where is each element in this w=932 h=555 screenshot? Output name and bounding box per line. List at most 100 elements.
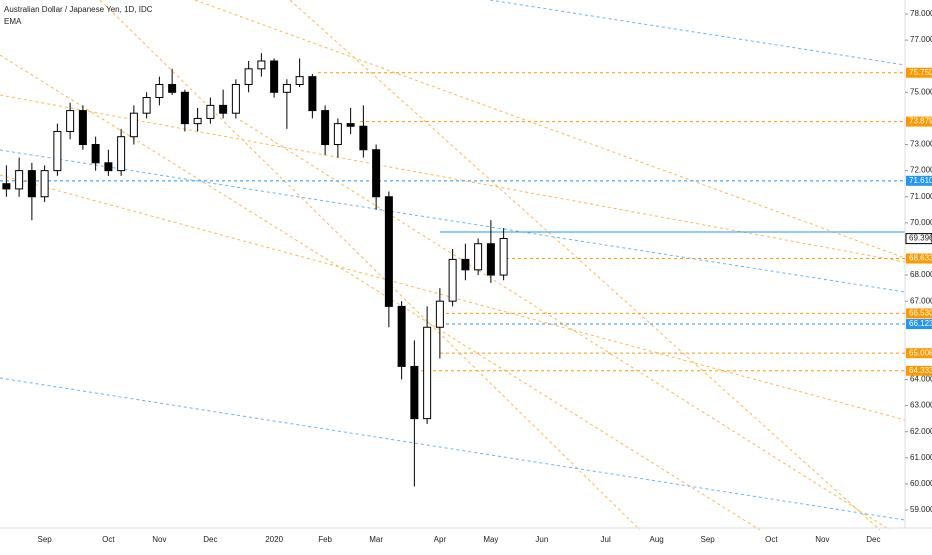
candle-body <box>410 365 419 420</box>
y-tick-label: 59.000 <box>910 505 932 514</box>
x-tick-label: Oct <box>765 535 778 544</box>
y-tick-label: 67.000 <box>910 296 932 305</box>
level-label: 66.123 <box>909 319 932 328</box>
candle-body <box>180 91 189 125</box>
candle-body <box>423 326 432 420</box>
candle-body <box>359 125 368 151</box>
level-label-box <box>906 116 932 127</box>
candle-body <box>270 60 279 93</box>
level-label-box <box>906 67 932 78</box>
y-tick-label: 68.000 <box>910 270 932 279</box>
candle-body <box>117 136 126 172</box>
x-tick-label: Oct <box>102 535 115 544</box>
y-tick-label: 71.000 <box>910 192 932 201</box>
candle-body <box>27 170 36 198</box>
candle-body <box>91 144 100 164</box>
x-tick-label: 2020 <box>265 535 283 544</box>
candle-body <box>308 76 317 112</box>
candle-body <box>15 170 24 190</box>
level-label-box <box>906 319 932 330</box>
candle-body <box>66 110 75 132</box>
candle-body <box>372 149 381 198</box>
level-label-box <box>906 308 932 319</box>
y-tick-label: 72.000 <box>910 166 932 175</box>
candle-body <box>257 60 266 70</box>
candle-body <box>384 196 393 307</box>
trendline <box>0 149 906 293</box>
x-tick-label: Nov <box>815 535 829 544</box>
candle-body <box>219 104 228 114</box>
y-tick-label: 73.000 <box>910 140 932 149</box>
trendline <box>0 54 761 531</box>
y-tick-label: 78.000 <box>910 9 932 18</box>
candle-body <box>474 243 483 271</box>
candle-body <box>295 76 304 85</box>
y-tick-label: 70.000 <box>910 218 932 227</box>
chart-title: Australian Dollar / Japanese Yen, 1D, ID… <box>4 5 153 14</box>
candle-body <box>333 123 342 146</box>
trendlines <box>0 0 906 531</box>
y-tick-label: 61.000 <box>910 453 932 462</box>
candle-body <box>461 258 470 271</box>
level-label: 64.333 <box>909 366 932 375</box>
x-tick-label: Dec <box>203 535 217 544</box>
x-tick-label: Feb <box>318 535 332 544</box>
level-label-box <box>906 348 932 359</box>
candle-body <box>486 243 495 276</box>
candle-body <box>78 110 87 146</box>
candle-body <box>397 305 406 367</box>
y-tick-label: 63.000 <box>910 401 932 410</box>
candle-body <box>142 97 151 114</box>
level-label-box <box>906 365 932 376</box>
trendline <box>289 0 881 531</box>
level-label: 71.610 <box>909 176 932 185</box>
level-label-box <box>906 253 932 264</box>
y-tick-label: 62.000 <box>910 427 932 436</box>
trendline <box>0 377 906 521</box>
level-label: 73.879 <box>909 117 932 126</box>
candle-body <box>129 112 138 138</box>
candle-body <box>244 68 253 85</box>
trendline <box>194 0 906 259</box>
y-tick-label: 75.000 <box>910 87 932 96</box>
candle-body <box>448 258 457 302</box>
level-label: 75.750 <box>909 68 932 77</box>
y-tick-label: 77.000 <box>910 35 932 44</box>
level-label: 68.633 <box>909 254 932 263</box>
candle-body <box>499 238 508 276</box>
candle-body <box>53 130 62 172</box>
candle-body <box>193 117 202 125</box>
y-tick-label: 64.000 <box>910 375 932 384</box>
candles <box>2 53 508 487</box>
candle-body <box>435 300 444 328</box>
level-label: 66.530 <box>909 309 932 318</box>
candle-body <box>282 83 291 93</box>
candle-body <box>155 83 164 99</box>
x-tick-label: Jun <box>535 535 548 544</box>
level-label-box <box>906 175 932 186</box>
trendline <box>489 0 906 66</box>
candle-body <box>231 83 240 114</box>
x-tick-label: Nov <box>152 535 166 544</box>
candle-body <box>206 104 215 119</box>
last-price-box <box>905 233 932 245</box>
x-tick-label: Sep <box>701 535 716 544</box>
indicator-label: EMA <box>4 17 22 26</box>
x-tick-label: Apr <box>434 535 447 544</box>
candle-body <box>104 162 113 172</box>
y-tick-label: 60.000 <box>910 479 932 488</box>
candle-body <box>346 123 355 127</box>
trendline <box>239 119 891 531</box>
trendline <box>99 0 641 531</box>
candle-body <box>168 83 177 93</box>
x-tick-label: Sep <box>38 535 53 544</box>
candle-body <box>2 183 11 190</box>
x-tick-label: May <box>483 535 498 544</box>
x-tick-label: Jul <box>601 535 611 544</box>
last-price-label: 69.396 <box>909 234 932 243</box>
x-tick-label: Mar <box>369 535 383 544</box>
candle-body <box>40 170 49 198</box>
x-tick-label: Dec <box>866 535 880 544</box>
